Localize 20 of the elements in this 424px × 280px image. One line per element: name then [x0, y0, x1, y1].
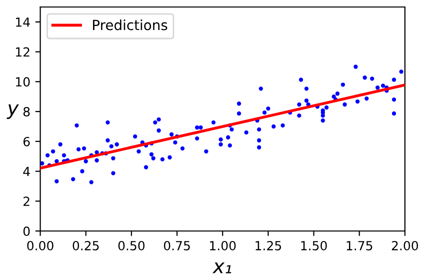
y-tick-label: 2	[24, 196, 30, 206]
x-tick-label: 0.25	[72, 240, 99, 250]
x-tick-label: 0.50	[118, 240, 145, 250]
y-tick-label: 10	[16, 77, 30, 87]
x-tick-label: 1.50	[301, 240, 327, 250]
legend-label: Predictions	[93, 20, 168, 30]
y-tick-label: 0	[23, 226, 30, 236]
x-tick-label: 1.75	[346, 241, 372, 250]
x-tick-label: 1.25	[256, 240, 282, 250]
y-tick-label: 6	[23, 136, 30, 146]
y-axis-title: y	[6, 104, 19, 119]
y-tick-label: 14	[16, 18, 30, 27]
x-axis-title: x₁	[212, 262, 232, 274]
y-tick-label: 12	[16, 47, 30, 57]
y-tick-label: 4	[23, 166, 30, 176]
y-tick-label: 8	[23, 107, 30, 116]
x-tick-label: 2.00	[392, 240, 418, 250]
x-tick-label: 1.00	[210, 240, 236, 250]
x-tick-label: 0.00	[27, 240, 54, 250]
x-tick-label: 0.75	[164, 240, 190, 250]
